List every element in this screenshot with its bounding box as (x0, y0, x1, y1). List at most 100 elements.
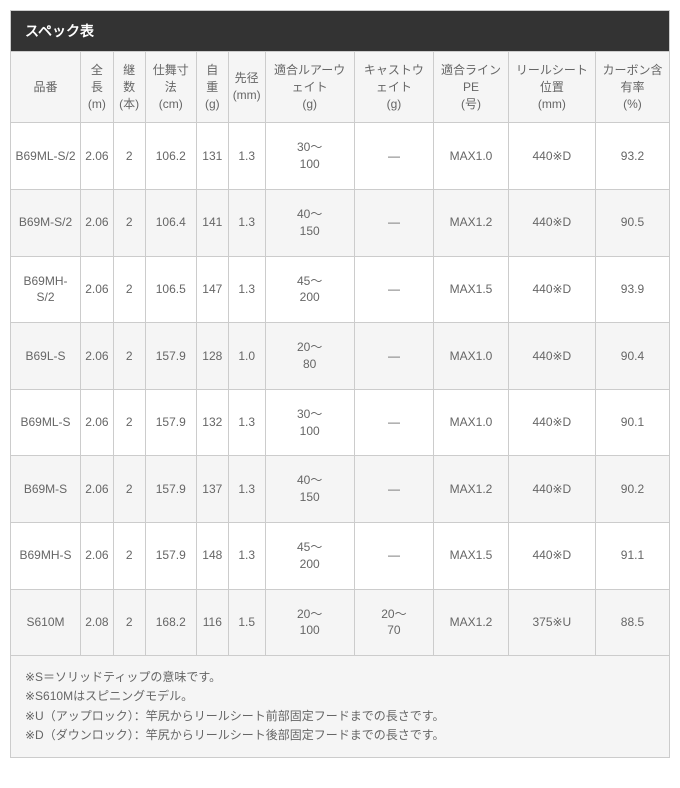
table-cell: 2 (113, 522, 145, 589)
column-header: 自重(g) (196, 52, 228, 123)
table-cell: 1.3 (228, 256, 265, 323)
table-cell: 147 (196, 256, 228, 323)
table-cell: 1.3 (228, 522, 265, 589)
table-cell: 137 (196, 456, 228, 523)
table-row: B69MH-S/22.062106.51471.345～200―MAX1.544… (11, 256, 670, 323)
table-cell: 90.2 (595, 456, 669, 523)
table-cell: 157.9 (145, 522, 196, 589)
table-title: スペック表 (11, 11, 670, 52)
table-cell: 1.3 (228, 189, 265, 256)
table-cell: 440※D (508, 522, 595, 589)
table-cell: 440※D (508, 123, 595, 190)
table-cell: 90.1 (595, 389, 669, 456)
table-cell: ― (354, 189, 434, 256)
table-cell: 2 (113, 256, 145, 323)
table-cell: B69ML-S/2 (11, 123, 81, 190)
table-cell: 131 (196, 123, 228, 190)
table-cell: 116 (196, 589, 228, 656)
column-header: キャストウェイト(g) (354, 52, 434, 123)
table-cell: 2.06 (81, 522, 114, 589)
column-header: 適合ルアーウェイト(g) (265, 52, 354, 123)
table-cell: MAX1.2 (434, 189, 509, 256)
table-cell: 106.5 (145, 256, 196, 323)
column-header: 仕舞寸法(cm) (145, 52, 196, 123)
table-cell: 90.4 (595, 323, 669, 390)
table-cell: 141 (196, 189, 228, 256)
table-cell: 1.5 (228, 589, 265, 656)
table-row: B69M-S/22.062106.41411.340～150―MAX1.2440… (11, 189, 670, 256)
table-cell: 440※D (508, 189, 595, 256)
table-row: B69L-S2.062157.91281.020～80―MAX1.0440※D9… (11, 323, 670, 390)
table-cell: MAX1.0 (434, 389, 509, 456)
table-cell: 128 (196, 323, 228, 390)
table-cell: 90.5 (595, 189, 669, 256)
table-cell: 106.2 (145, 123, 196, 190)
table-row: B69MH-S2.062157.91481.345～200―MAX1.5440※… (11, 522, 670, 589)
table-cell: 148 (196, 522, 228, 589)
table-cell: 440※D (508, 256, 595, 323)
table-cell: 132 (196, 389, 228, 456)
table-cell: ― (354, 323, 434, 390)
spec-table: スペック表 品番全長(m)継数(本)仕舞寸法(cm)自重(g)先径(mm)適合ル… (10, 10, 670, 758)
table-cell: MAX1.2 (434, 456, 509, 523)
table-cell: 106.4 (145, 189, 196, 256)
table-body: B69ML-S/22.062106.21311.330～100―MAX1.044… (11, 123, 670, 656)
table-header-row: 品番全長(m)継数(本)仕舞寸法(cm)自重(g)先径(mm)適合ルアーウェイト… (11, 52, 670, 123)
table-cell: MAX1.0 (434, 323, 509, 390)
table-cell: 2.08 (81, 589, 114, 656)
table-cell: 1.3 (228, 389, 265, 456)
table-cell: 2.06 (81, 256, 114, 323)
table-cell: 20～70 (354, 589, 434, 656)
table-cell: 2.06 (81, 123, 114, 190)
table-cell: MAX1.5 (434, 522, 509, 589)
table-cell: ― (354, 123, 434, 190)
table-row: B69ML-S/22.062106.21311.330～100―MAX1.044… (11, 123, 670, 190)
column-header: 継数(本) (113, 52, 145, 123)
table-cell: 93.9 (595, 256, 669, 323)
column-header: リールシート位置(mm) (508, 52, 595, 123)
table-notes-row: ※S＝ソリッドティップの意味です。※S610Mはスピニングモデル。※U（アップロ… (11, 656, 670, 758)
table-cell: B69MH-S (11, 522, 81, 589)
table-cell: 2 (113, 456, 145, 523)
table-cell: 1.3 (228, 456, 265, 523)
table-cell: 45～200 (265, 256, 354, 323)
table-cell: 40～150 (265, 456, 354, 523)
table-cell: 157.9 (145, 323, 196, 390)
table-cell: 40～150 (265, 189, 354, 256)
column-header: カーボン含有率(%) (595, 52, 669, 123)
table-cell: ― (354, 389, 434, 456)
table-cell: 91.1 (595, 522, 669, 589)
column-header: 全長(m) (81, 52, 114, 123)
column-header: 適合ラインPE(号) (434, 52, 509, 123)
column-header: 品番 (11, 52, 81, 123)
table-cell: 1.3 (228, 123, 265, 190)
table-cell: B69ML-S (11, 389, 81, 456)
table-cell: 2.06 (81, 456, 114, 523)
table-cell: 168.2 (145, 589, 196, 656)
table-cell: ― (354, 256, 434, 323)
table-cell: 440※D (508, 389, 595, 456)
table-row: B69ML-S2.062157.91321.330～100―MAX1.0440※… (11, 389, 670, 456)
table-cell: 2 (113, 589, 145, 656)
table-cell: B69M-S/2 (11, 189, 81, 256)
table-cell: 93.2 (595, 123, 669, 190)
table-cell: 30～100 (265, 123, 354, 190)
table-row: S610M2.082168.21161.520～10020～70MAX1.237… (11, 589, 670, 656)
table-cell: ― (354, 522, 434, 589)
table-cell: B69M-S (11, 456, 81, 523)
table-title-row: スペック表 (11, 11, 670, 52)
table-cell: 440※D (508, 323, 595, 390)
table-cell: 2 (113, 323, 145, 390)
table-cell: 20～80 (265, 323, 354, 390)
table-cell: B69MH-S/2 (11, 256, 81, 323)
table-cell: 2 (113, 123, 145, 190)
table-cell: S610M (11, 589, 81, 656)
table-cell: MAX1.5 (434, 256, 509, 323)
table-cell: 1.0 (228, 323, 265, 390)
table-cell: 2 (113, 189, 145, 256)
table-cell: 2.06 (81, 389, 114, 456)
table-cell: 157.9 (145, 389, 196, 456)
table-row: B69M-S2.062157.91371.340～150―MAX1.2440※D… (11, 456, 670, 523)
table-cell: 88.5 (595, 589, 669, 656)
table-cell: 157.9 (145, 456, 196, 523)
